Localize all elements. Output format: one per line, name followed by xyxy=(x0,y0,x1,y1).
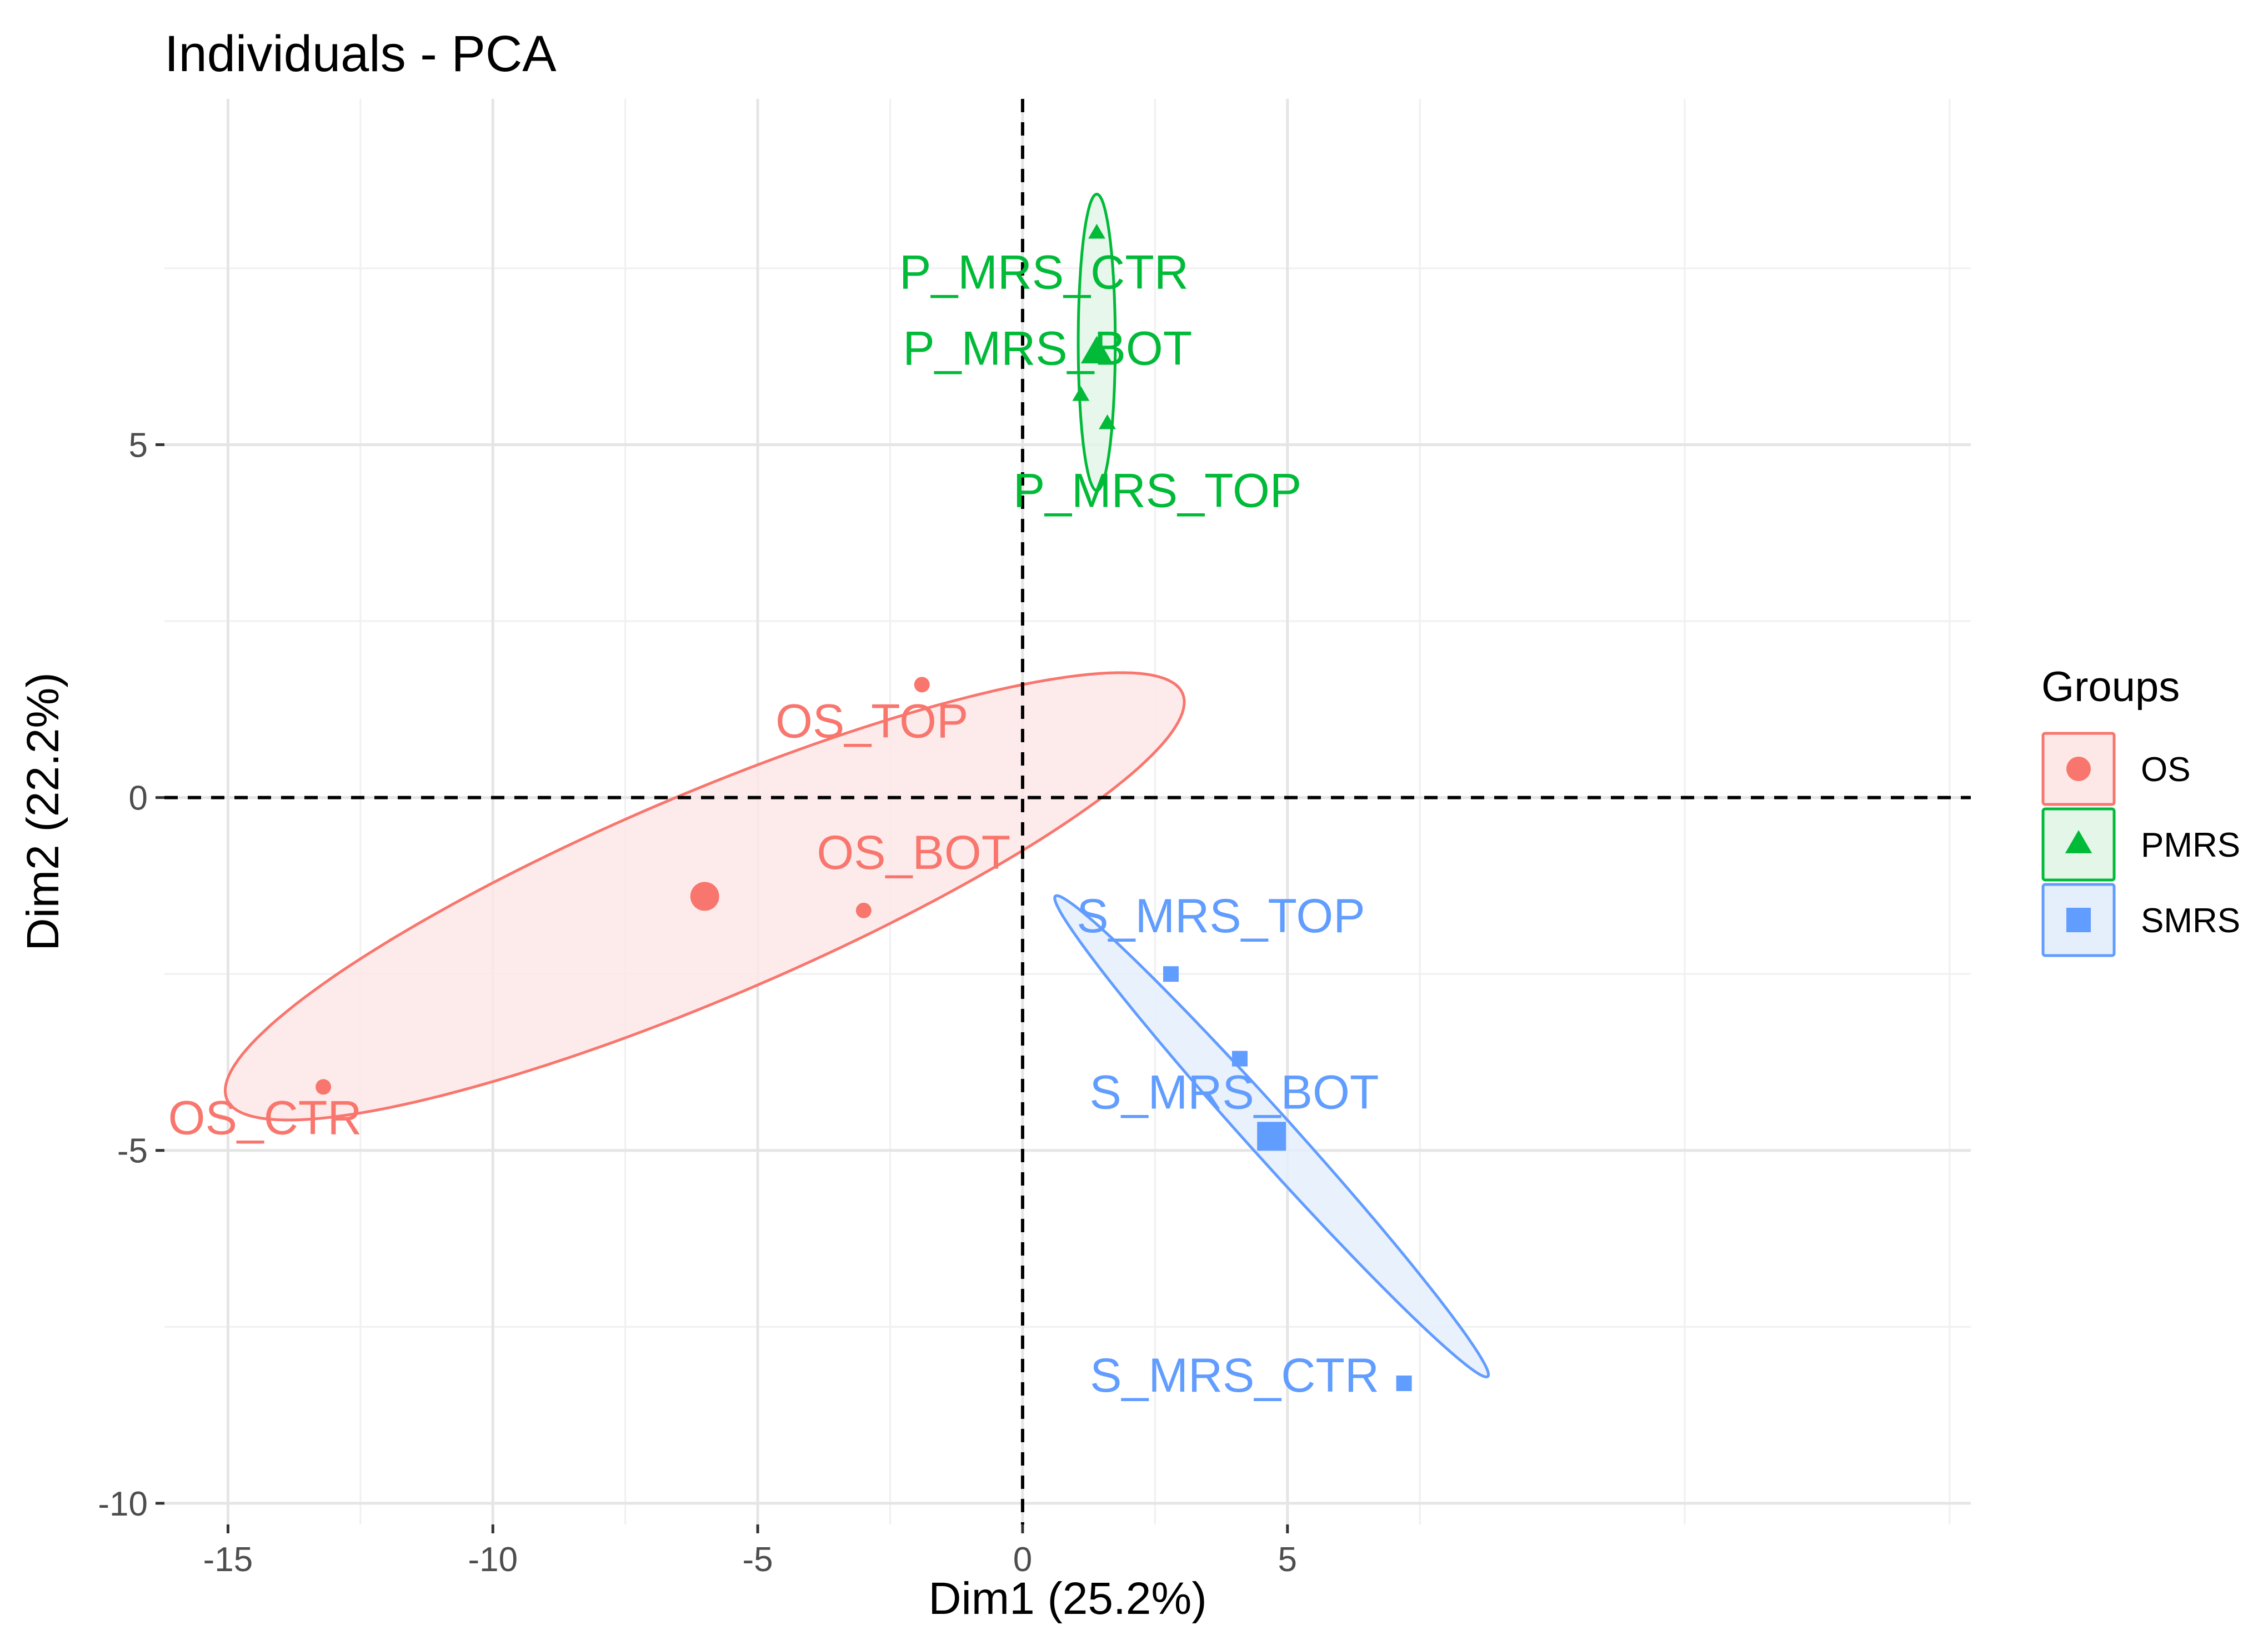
legend-title: Groups xyxy=(2041,663,2180,711)
label-p-mrs-bot: P_MRS_BOT xyxy=(903,322,1192,376)
point-s-mrs-ctr xyxy=(1396,1375,1412,1391)
point-p-mrs-top xyxy=(1099,414,1116,429)
label-s-mrs-top: S_MRS_TOP xyxy=(1077,889,1365,943)
legend-label-os: OS xyxy=(2141,751,2191,789)
x-axis-ticks: -15 -10 -5 0 5 xyxy=(203,1524,1297,1579)
x-tick-label: 0 xyxy=(1013,1541,1032,1579)
minor-gridlines xyxy=(164,99,1971,1524)
point-os-top xyxy=(914,677,930,693)
legend-marker-pmrs xyxy=(2065,830,2092,853)
label-s-mrs-bot: S_MRS_BOT xyxy=(1089,1066,1379,1119)
y-tick-label: 5 xyxy=(129,426,148,464)
legend-marker-smrs xyxy=(2066,908,2091,932)
x-tick-label: -5 xyxy=(743,1541,773,1579)
axes: -15 -10 -5 0 5 -10 -5 0 5 xyxy=(98,426,1297,1579)
centroid-pmrs xyxy=(1080,336,1113,364)
y-tick-label: 0 xyxy=(129,779,148,818)
reference-lines xyxy=(164,99,1971,1524)
y-axis-ticks: -10 -5 0 5 xyxy=(98,426,164,1523)
x-tick-label: -15 xyxy=(203,1541,253,1579)
legend-label-pmrs: PMRS xyxy=(2141,826,2240,864)
point-os-bot xyxy=(855,902,872,918)
point-s-mrs-top xyxy=(1163,966,1179,982)
legend: Groups OS PMRS SMRS xyxy=(2041,663,2240,957)
point-os-ctr xyxy=(316,1079,332,1095)
x-axis-title: Dim1 (25.2%) xyxy=(928,1573,1206,1624)
label-os-bot: OS_BOT xyxy=(817,826,1010,879)
x-tick-label: 5 xyxy=(1278,1541,1297,1579)
point-labels: OS_TOP OS_BOT OS_CTR P_MRS_CTR P_MRS_BOT P_MR… xyxy=(168,246,1379,1402)
label-s-mrs-ctr: S_MRS_CTR xyxy=(1090,1349,1379,1402)
label-os-ctr: OS_CTR xyxy=(168,1091,362,1144)
y-tick-label: -5 xyxy=(117,1132,148,1171)
label-os-top: OS_TOP xyxy=(775,694,968,748)
legend-marker-os xyxy=(2066,757,2091,781)
y-tick-label: -10 xyxy=(98,1485,148,1523)
point-s-mrs-bot xyxy=(1231,1051,1248,1067)
chart-title: Individuals - PCA xyxy=(164,26,557,82)
x-tick-label: -10 xyxy=(468,1541,518,1579)
centroid-smrs xyxy=(1257,1122,1286,1151)
point-p-mrs-bot xyxy=(1072,386,1090,401)
point-p-mrs-ctr xyxy=(1088,223,1105,239)
y-axis-title: Dim2 (22.2%) xyxy=(18,672,68,951)
legend-label-smrs: SMRS xyxy=(2141,902,2240,940)
plot-panel: OS_TOP OS_BOT OS_CTR P_MRS_CTR P_MRS_BOT P_MR… xyxy=(164,99,1971,1524)
label-p-mrs-top: P_MRS_TOP xyxy=(1013,464,1301,517)
data-points xyxy=(316,223,1412,1391)
centroid-os xyxy=(690,882,719,911)
label-p-mrs-ctr: P_MRS_CTR xyxy=(899,246,1189,299)
